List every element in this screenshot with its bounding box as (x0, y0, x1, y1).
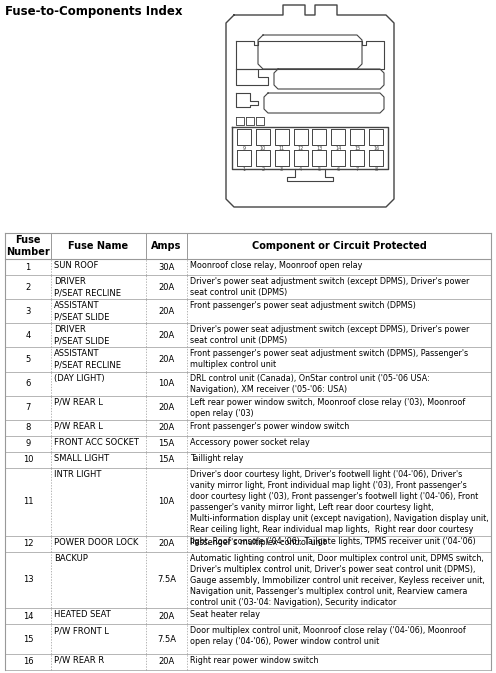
Text: 20A: 20A (158, 658, 175, 666)
Text: 7: 7 (356, 167, 359, 172)
Text: 16: 16 (23, 658, 33, 666)
Text: SUN ROOF: SUN ROOF (54, 261, 99, 270)
Text: 7.5A: 7.5A (157, 635, 176, 643)
Text: Driver's power seat adjustment switch (except DPMS), Driver's power
seat control: Driver's power seat adjustment switch (e… (190, 325, 470, 345)
Text: FRONT ACC SOCKET: FRONT ACC SOCKET (54, 438, 139, 447)
Text: 20A: 20A (158, 539, 175, 548)
Text: Fuse-to-Components Index: Fuse-to-Components Index (5, 5, 183, 18)
Text: 10: 10 (23, 456, 33, 464)
Text: 8: 8 (374, 167, 377, 172)
Text: 1: 1 (243, 167, 246, 172)
Text: 9: 9 (25, 439, 31, 448)
Text: Component or Circuit Protected: Component or Circuit Protected (251, 241, 427, 251)
Text: 20A: 20A (158, 403, 175, 412)
Text: 3: 3 (25, 307, 31, 316)
Text: Driver's power seat adjustment switch (except DPMS), Driver's power
seat control: Driver's power seat adjustment switch (e… (190, 277, 470, 297)
Text: Fuse
Number: Fuse Number (6, 235, 50, 257)
Text: 15A: 15A (158, 456, 175, 464)
Text: ASSISTANT
P/SEAT SLIDE: ASSISTANT P/SEAT SLIDE (54, 302, 110, 321)
Text: 10: 10 (259, 146, 266, 151)
Text: 15: 15 (354, 146, 361, 151)
Text: HEATED SEAT: HEATED SEAT (54, 610, 111, 619)
Text: BACKUP: BACKUP (54, 554, 88, 563)
Text: POWER DOOR LOCK: POWER DOOR LOCK (54, 538, 138, 546)
Text: 20A: 20A (158, 331, 175, 340)
Text: 15A: 15A (158, 439, 175, 448)
Text: 3: 3 (280, 167, 283, 172)
Text: 6: 6 (25, 379, 31, 388)
Text: 11: 11 (279, 146, 285, 151)
Text: Automatic lighting control unit, Door multiplex control unit, DPMS switch,
Drive: Automatic lighting control unit, Door mu… (190, 554, 485, 607)
Text: Front passenger's power seat adjustment switch (DPMS), Passenger's
multiplex con: Front passenger's power seat adjustment … (190, 349, 468, 369)
Text: Door multiplex control unit, Moonroof close relay ('04-'06), Moonroof
open relay: Door multiplex control unit, Moonroof cl… (190, 626, 466, 646)
Text: 7.5A: 7.5A (157, 575, 176, 584)
Text: P/W REAR L: P/W REAR L (54, 422, 103, 431)
Text: 20A: 20A (158, 612, 175, 621)
Text: 20A: 20A (158, 307, 175, 316)
Text: DRIVER
P/SEAT RECLINE: DRIVER P/SEAT RECLINE (54, 277, 121, 297)
Text: P/W REAR R: P/W REAR R (54, 656, 104, 665)
Text: Seat heater relay: Seat heater relay (190, 610, 260, 619)
Text: Fuse Name: Fuse Name (68, 241, 128, 251)
Text: 6: 6 (337, 167, 340, 172)
Text: 2: 2 (25, 283, 31, 291)
Text: 13: 13 (316, 146, 322, 151)
Text: 8: 8 (25, 423, 31, 432)
Text: 2: 2 (261, 167, 264, 172)
Text: DRIVER
P/SEAT SLIDE: DRIVER P/SEAT SLIDE (54, 325, 110, 345)
Text: 15: 15 (23, 635, 33, 643)
Text: 30A: 30A (158, 262, 175, 271)
Text: 10A: 10A (158, 379, 175, 388)
Text: ASSISTANT
P/SEAT RECLINE: ASSISTANT P/SEAT RECLINE (54, 349, 121, 369)
Text: 4: 4 (25, 331, 31, 340)
Text: Right rear power window switch: Right rear power window switch (190, 656, 319, 665)
Text: (DAY LIGHT): (DAY LIGHT) (54, 374, 105, 382)
Text: Front passenger's power seat adjustment switch (DPMS): Front passenger's power seat adjustment … (190, 302, 416, 310)
Text: Accessory power socket relay: Accessory power socket relay (190, 438, 310, 447)
Text: P/W FRONT L: P/W FRONT L (54, 626, 109, 635)
Text: Left rear power window switch, Moonroof close relay ('03), Moonroof
open relay (: Left rear power window switch, Moonroof … (190, 398, 466, 418)
Text: 14: 14 (335, 146, 341, 151)
Text: 12: 12 (298, 146, 304, 151)
Text: Passenger's multiplex control unit: Passenger's multiplex control unit (190, 538, 326, 546)
Text: P/W REAR L: P/W REAR L (54, 398, 103, 406)
Text: 10A: 10A (158, 497, 175, 506)
Text: 5: 5 (25, 355, 31, 364)
Text: 20A: 20A (158, 423, 175, 432)
Text: SMALL LIGHT: SMALL LIGHT (54, 454, 109, 463)
Text: Front passenger's power window switch: Front passenger's power window switch (190, 422, 350, 431)
Text: 4: 4 (299, 167, 302, 172)
Text: Moonroof close relay, Moonroof open relay: Moonroof close relay, Moonroof open rela… (190, 261, 363, 270)
Text: 13: 13 (23, 575, 33, 584)
Text: 16: 16 (373, 146, 379, 151)
Text: 11: 11 (23, 497, 33, 506)
Text: 1: 1 (25, 262, 31, 271)
Text: 14: 14 (23, 612, 33, 621)
Text: Driver's door courtesy light, Driver's footwell light ('04-'06), Driver's
vanity: Driver's door courtesy light, Driver's f… (190, 470, 489, 546)
Text: 7: 7 (25, 403, 31, 412)
Text: DRL control unit (Canada), OnStar control unit ('05-'06 USA:
Navigation), XM rec: DRL control unit (Canada), OnStar contro… (190, 374, 430, 394)
Text: Taillight relay: Taillight relay (190, 454, 244, 463)
Text: 20A: 20A (158, 283, 175, 291)
Text: 5: 5 (318, 167, 321, 172)
Text: 20A: 20A (158, 355, 175, 364)
Text: 9: 9 (243, 146, 246, 151)
Text: 12: 12 (23, 539, 33, 548)
Text: Amps: Amps (151, 241, 182, 251)
Text: INTR LIGHT: INTR LIGHT (54, 470, 102, 479)
